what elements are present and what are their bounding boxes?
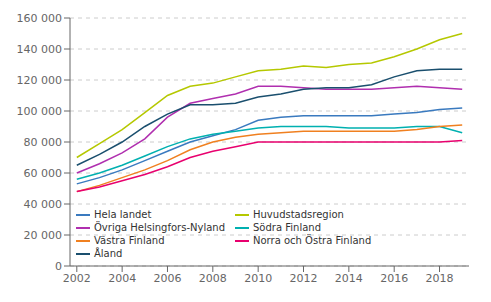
- svg-text:80 000: 80 000: [24, 136, 63, 149]
- svg-text:60 000: 60 000: [24, 167, 63, 180]
- svg-text:140 000: 140 000: [17, 43, 63, 56]
- svg-text:20 000: 20 000: [24, 229, 63, 242]
- html-text:Åland: Åland: [94, 248, 123, 259]
- svg-text:2010: 2010: [244, 272, 272, 285]
- svg-text:2014: 2014: [335, 272, 363, 285]
- svg-text:2004: 2004: [108, 272, 136, 285]
- svg-text:2016: 2016: [380, 272, 408, 285]
- svg-text:100 000: 100 000: [17, 105, 63, 118]
- svg-text:40 000: 40 000: [24, 198, 63, 211]
- html-text:Övriga Helsingfors-Nyland: Övriga Helsingfors-Nyland: [94, 222, 225, 233]
- svg-text:2012: 2012: [290, 272, 318, 285]
- svg-text:2018: 2018: [426, 272, 454, 285]
- html-text:Västra Finland: Västra Finland: [94, 235, 165, 246]
- html-text:Norra och Östra Finland: Norra och Östra Finland: [253, 235, 372, 246]
- svg-text:160 000: 160 000: [17, 12, 63, 25]
- svg-text:0: 0: [55, 260, 62, 273]
- svg-text:2006: 2006: [153, 272, 181, 285]
- html-text:Södra Finland: Södra Finland: [253, 222, 321, 233]
- html-text:Hela landet: Hela landet: [94, 209, 152, 220]
- svg-text:2002: 2002: [63, 272, 91, 285]
- svg-text:120 000: 120 000: [17, 74, 63, 87]
- svg-text:2008: 2008: [199, 272, 227, 285]
- html-text:Huvudstadsregion: Huvudstadsregion: [253, 209, 344, 220]
